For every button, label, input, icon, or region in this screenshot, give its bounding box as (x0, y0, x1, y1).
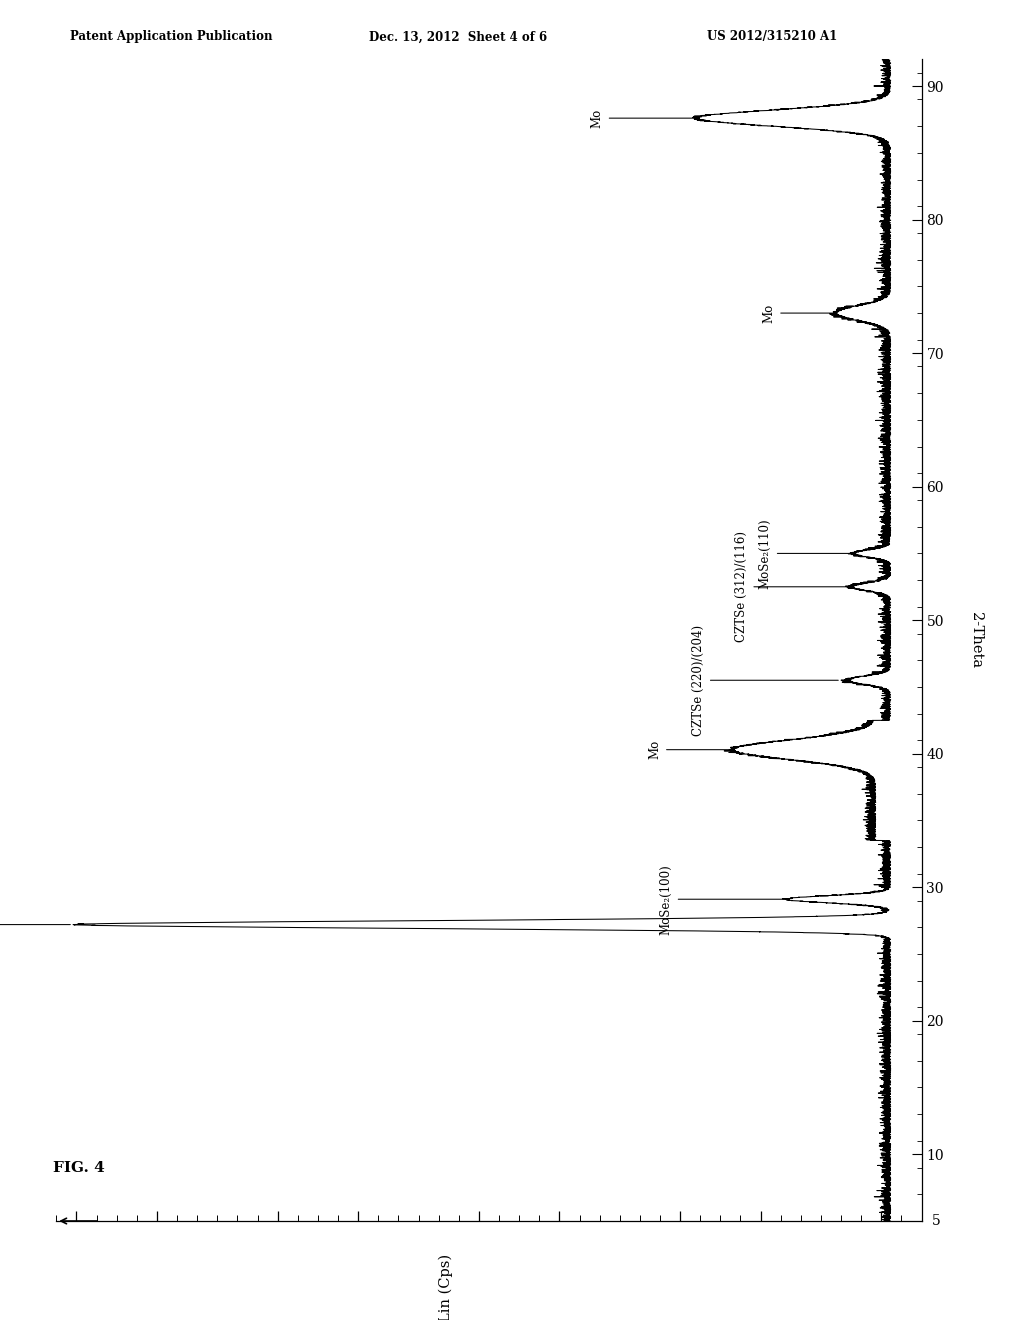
Text: CZTSe (312)/(116): CZTSe (312)/(116) (735, 531, 850, 643)
Text: CZTSe (220)/(204): CZTSe (220)/(204) (692, 624, 839, 735)
Text: Lin (Cps): Lin (Cps) (438, 1254, 453, 1320)
Text: Mo: Mo (648, 741, 730, 759)
Y-axis label: 2-Theta: 2-Theta (969, 612, 983, 668)
Text: FIG. 4: FIG. 4 (53, 1160, 105, 1175)
Text: 5: 5 (932, 1214, 941, 1228)
Text: MoSe₂(110): MoSe₂(110) (759, 519, 852, 589)
Text: Dec. 13, 2012  Sheet 4 of 6: Dec. 13, 2012 Sheet 4 of 6 (369, 30, 547, 44)
Text: US 2012/315210 A1: US 2012/315210 A1 (707, 30, 837, 44)
Text: CZTSe (112): CZTSe (112) (0, 887, 71, 962)
Text: MoSe₂(100): MoSe₂(100) (659, 863, 784, 935)
Text: Mo: Mo (591, 108, 694, 128)
Text: Mo: Mo (762, 304, 834, 322)
Text: Patent Application Publication: Patent Application Publication (70, 30, 272, 44)
